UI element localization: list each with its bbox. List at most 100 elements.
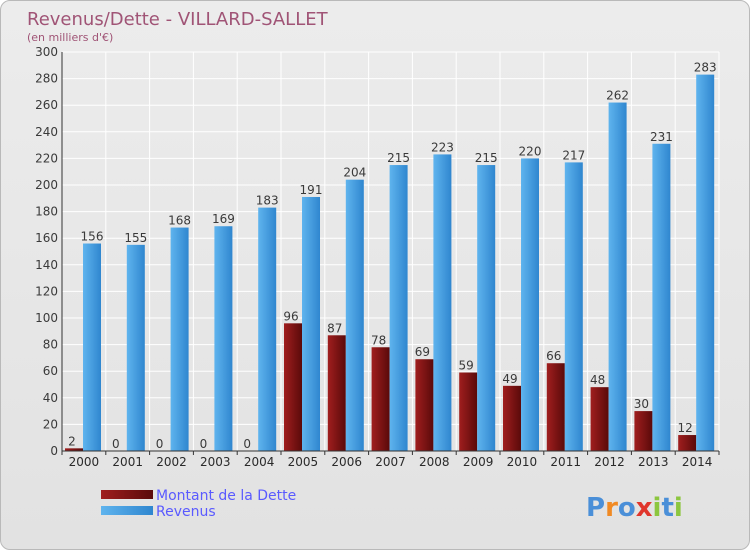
chart-subtitle: (en milliers d'€): [27, 31, 113, 44]
debt-value-label: 48: [590, 373, 605, 387]
debt-bar: [284, 323, 302, 451]
debt-bar: [415, 359, 434, 451]
y-tick-label: 160: [35, 231, 58, 245]
legend-swatch: [101, 490, 153, 499]
revenue-value-label: 283: [694, 61, 717, 75]
revenue-bar: [521, 158, 539, 451]
x-tick-label: 2012: [594, 455, 625, 469]
revenue-bar: [433, 154, 452, 451]
logo-letter: i: [653, 493, 662, 523]
y-tick-label: 60: [43, 364, 58, 378]
y-tick-label: 240: [35, 125, 58, 139]
debt-bar: [459, 372, 478, 451]
debt-value-label: 78: [371, 333, 386, 347]
x-tick-label: 2006: [331, 455, 362, 469]
revenue-bar: [608, 102, 627, 451]
revenue-bar: [258, 207, 277, 451]
logo-letter: r: [605, 493, 618, 523]
x-tick-label: 2005: [288, 455, 319, 469]
revenue-value-label: 155: [124, 231, 147, 245]
y-tick-label: 180: [35, 205, 58, 219]
x-tick-label: 2011: [550, 455, 581, 469]
x-tick-label: 2013: [638, 455, 669, 469]
revenue-value-label: 215: [475, 151, 498, 165]
debt-value-label: 96: [283, 309, 298, 323]
revenue-bar: [83, 243, 101, 451]
revenue-value-label: 231: [650, 130, 673, 144]
debt-value-label: 87: [327, 321, 342, 335]
revenue-value-label: 168: [168, 214, 191, 228]
revenue-value-label: 217: [562, 148, 585, 162]
debt-value-label: 0: [243, 437, 251, 451]
debt-bar: [546, 363, 565, 451]
revenue-value-label: 169: [212, 212, 235, 226]
revenue-bar: [302, 196, 320, 451]
debt-value-label: 0: [156, 437, 164, 451]
y-tick-label: 20: [43, 417, 58, 431]
debt-value-label: 66: [546, 349, 561, 363]
debt-bar: [634, 411, 653, 451]
y-tick-label: 260: [35, 98, 58, 112]
revenue-bar: [477, 165, 496, 452]
debt-value-label: 0: [112, 437, 120, 451]
logo-letter: t: [661, 493, 673, 523]
debt-bar: [65, 448, 83, 451]
debt-value-label: 49: [502, 372, 517, 386]
legend-label: Revenus: [156, 504, 216, 520]
x-tick-label: 2009: [463, 455, 494, 469]
debt-value-label: 59: [459, 359, 474, 373]
revenue-bar: [652, 143, 671, 451]
x-tick-label: 2008: [419, 455, 450, 469]
revenue-value-label: 215: [387, 151, 410, 165]
x-tick-label: 2014: [682, 455, 713, 469]
debt-bar: [678, 435, 697, 451]
debt-bar: [590, 387, 609, 451]
y-tick-label: 100: [35, 311, 58, 325]
y-tick-label: 0: [50, 444, 58, 458]
revenue-value-label: 220: [519, 144, 542, 158]
x-tick-label: 2007: [375, 455, 406, 469]
debt-value-label: 69: [415, 345, 430, 359]
x-tick-label: 2010: [507, 455, 538, 469]
debt-value-label: 0: [200, 437, 208, 451]
y-tick-label: 220: [35, 151, 58, 165]
revenue-bar: [345, 179, 364, 451]
debt-bar: [371, 347, 390, 451]
debt-value-label: 2: [68, 434, 76, 448]
revenue-value-label: 183: [256, 194, 279, 208]
revenue-bar: [126, 244, 145, 451]
revenue-value-label: 262: [606, 89, 629, 103]
y-tick-label: 80: [43, 338, 58, 352]
revenue-bar: [696, 74, 715, 452]
y-tick-label: 120: [35, 284, 58, 298]
logo-letter: i: [674, 493, 683, 523]
debt-bar: [327, 335, 346, 451]
revenue-bar: [214, 226, 233, 451]
x-tick-label: 2001: [112, 455, 143, 469]
revenue-bar: [389, 165, 408, 452]
y-tick-label: 280: [35, 72, 58, 86]
revenue-value-label: 191: [300, 183, 323, 197]
logo-letter: o: [618, 493, 636, 523]
legend-label: Montant de la Dette: [156, 488, 296, 504]
revenue-bar: [170, 227, 189, 451]
revenue-bar: [564, 162, 583, 451]
chart-title: Revenus/Dette - VILLARD-SALLET: [27, 9, 329, 30]
y-tick-label: 300: [35, 45, 58, 59]
y-tick-label: 140: [35, 258, 58, 272]
revenue-value-label: 223: [431, 140, 454, 154]
y-tick-label: 200: [35, 178, 58, 192]
legend-swatch: [101, 506, 153, 515]
x-tick-label: 2002: [156, 455, 187, 469]
revenue-value-label: 156: [81, 230, 104, 244]
debt-value-label: 12: [678, 421, 693, 435]
y-tick-label: 40: [43, 391, 58, 405]
logo-letter: P: [586, 493, 605, 523]
debt-value-label: 30: [634, 397, 649, 411]
x-tick-label: 2000: [69, 455, 100, 469]
logo-letter: x: [636, 493, 653, 523]
revenue-value-label: 204: [343, 166, 366, 180]
debt-bar: [503, 385, 521, 451]
